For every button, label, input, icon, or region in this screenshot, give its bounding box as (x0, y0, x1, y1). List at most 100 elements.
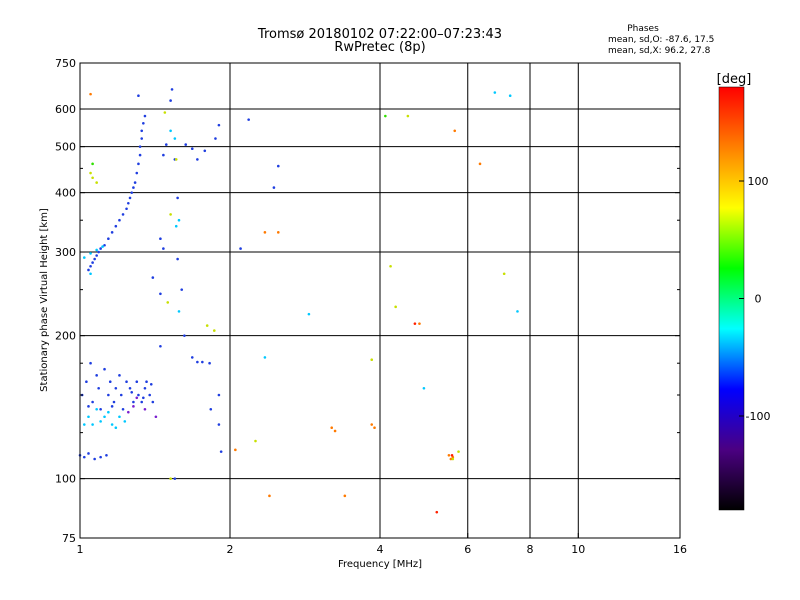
data-point (184, 143, 188, 146)
data-point (126, 410, 130, 414)
data-point (453, 129, 457, 133)
data-point (103, 367, 106, 371)
data-point (87, 415, 90, 419)
data-point (126, 201, 130, 205)
data-point (493, 91, 497, 94)
data-point (370, 423, 374, 426)
data-point (107, 410, 110, 414)
data-point (177, 310, 181, 313)
data-point (89, 264, 92, 268)
data-point (103, 243, 106, 247)
x-tick-label: 4 (377, 543, 384, 556)
data-point (449, 457, 453, 461)
data-point (173, 477, 177, 480)
data-point (107, 237, 110, 241)
legend-line-o: mean, sd,O: -87.6, 17.5 (608, 35, 714, 45)
data-point (190, 147, 194, 151)
data-point (276, 231, 280, 234)
data-point (234, 448, 237, 452)
data-point (95, 254, 98, 257)
data-point (108, 380, 112, 383)
data-point (137, 162, 140, 166)
data-point (406, 114, 410, 118)
data-point (138, 153, 142, 157)
legend-header: Phases (627, 24, 659, 34)
data-point (169, 213, 172, 216)
data-point (164, 143, 168, 146)
chart-title: Tromsø 20180102 07:22:00–07:23:43 (257, 27, 502, 42)
data-point (450, 453, 454, 457)
data-point (219, 450, 223, 453)
data-point (101, 245, 104, 248)
data-point (82, 455, 86, 459)
data-point (176, 257, 179, 261)
data-point (93, 257, 96, 261)
x-axis-label: Frequency [MHz] (338, 559, 422, 570)
data-point (176, 196, 179, 200)
data-point (478, 162, 482, 166)
data-point (87, 405, 90, 408)
data-point (212, 329, 216, 332)
y-tick-label: 600 (55, 103, 76, 116)
data-point (447, 453, 451, 457)
data-point (110, 423, 114, 426)
data-point (97, 250, 100, 254)
data-point (103, 415, 106, 419)
data-point (125, 207, 128, 211)
x-tick-label: 8 (527, 543, 534, 556)
data-point (183, 334, 186, 337)
data-point (149, 382, 153, 386)
data-point (343, 494, 347, 498)
y-tick-label: 400 (55, 187, 76, 200)
x-tick-label: 1 (77, 543, 84, 556)
data-point (435, 510, 439, 514)
data-point (132, 186, 135, 189)
data-point (422, 386, 426, 390)
data-point (162, 247, 165, 250)
data-point (89, 171, 92, 175)
data-point (130, 390, 134, 394)
data-point (208, 361, 211, 365)
data-point (263, 231, 267, 234)
data-point (135, 171, 139, 175)
data-point (89, 92, 92, 96)
data-point (105, 453, 108, 457)
data-point (394, 305, 397, 309)
data-point (99, 407, 102, 411)
data-point (389, 264, 392, 268)
data-point (99, 455, 102, 459)
data-point (143, 407, 147, 411)
data-point (451, 457, 455, 461)
x-tick-label: 6 (464, 543, 471, 556)
data-point (217, 123, 221, 127)
data-point (196, 158, 199, 161)
data-point (99, 247, 102, 250)
data-point (170, 88, 174, 91)
data-point (154, 415, 158, 419)
y-tick-label: 75 (62, 532, 76, 545)
grid-layer (80, 63, 680, 538)
colorbar-label: [deg] (717, 72, 752, 87)
data-point (370, 358, 374, 362)
data-point (95, 181, 98, 184)
data-point (82, 423, 86, 426)
data-point (145, 380, 148, 383)
data-point (121, 407, 125, 411)
data-point (130, 191, 134, 194)
data-point (91, 261, 94, 264)
data-points (78, 88, 519, 514)
data-point (107, 393, 110, 397)
data-point (132, 400, 135, 404)
data-point (263, 356, 267, 359)
data-point (203, 149, 207, 153)
data-point (151, 276, 155, 279)
data-point (123, 420, 127, 423)
data-point (110, 405, 114, 408)
data-point (91, 400, 94, 404)
data-point (214, 137, 217, 140)
data-point (169, 99, 172, 102)
data-point (89, 272, 92, 276)
y-axis-label: Stationary phase Virtual Height [km] (39, 208, 50, 392)
x-tick-label: 2 (227, 543, 234, 556)
